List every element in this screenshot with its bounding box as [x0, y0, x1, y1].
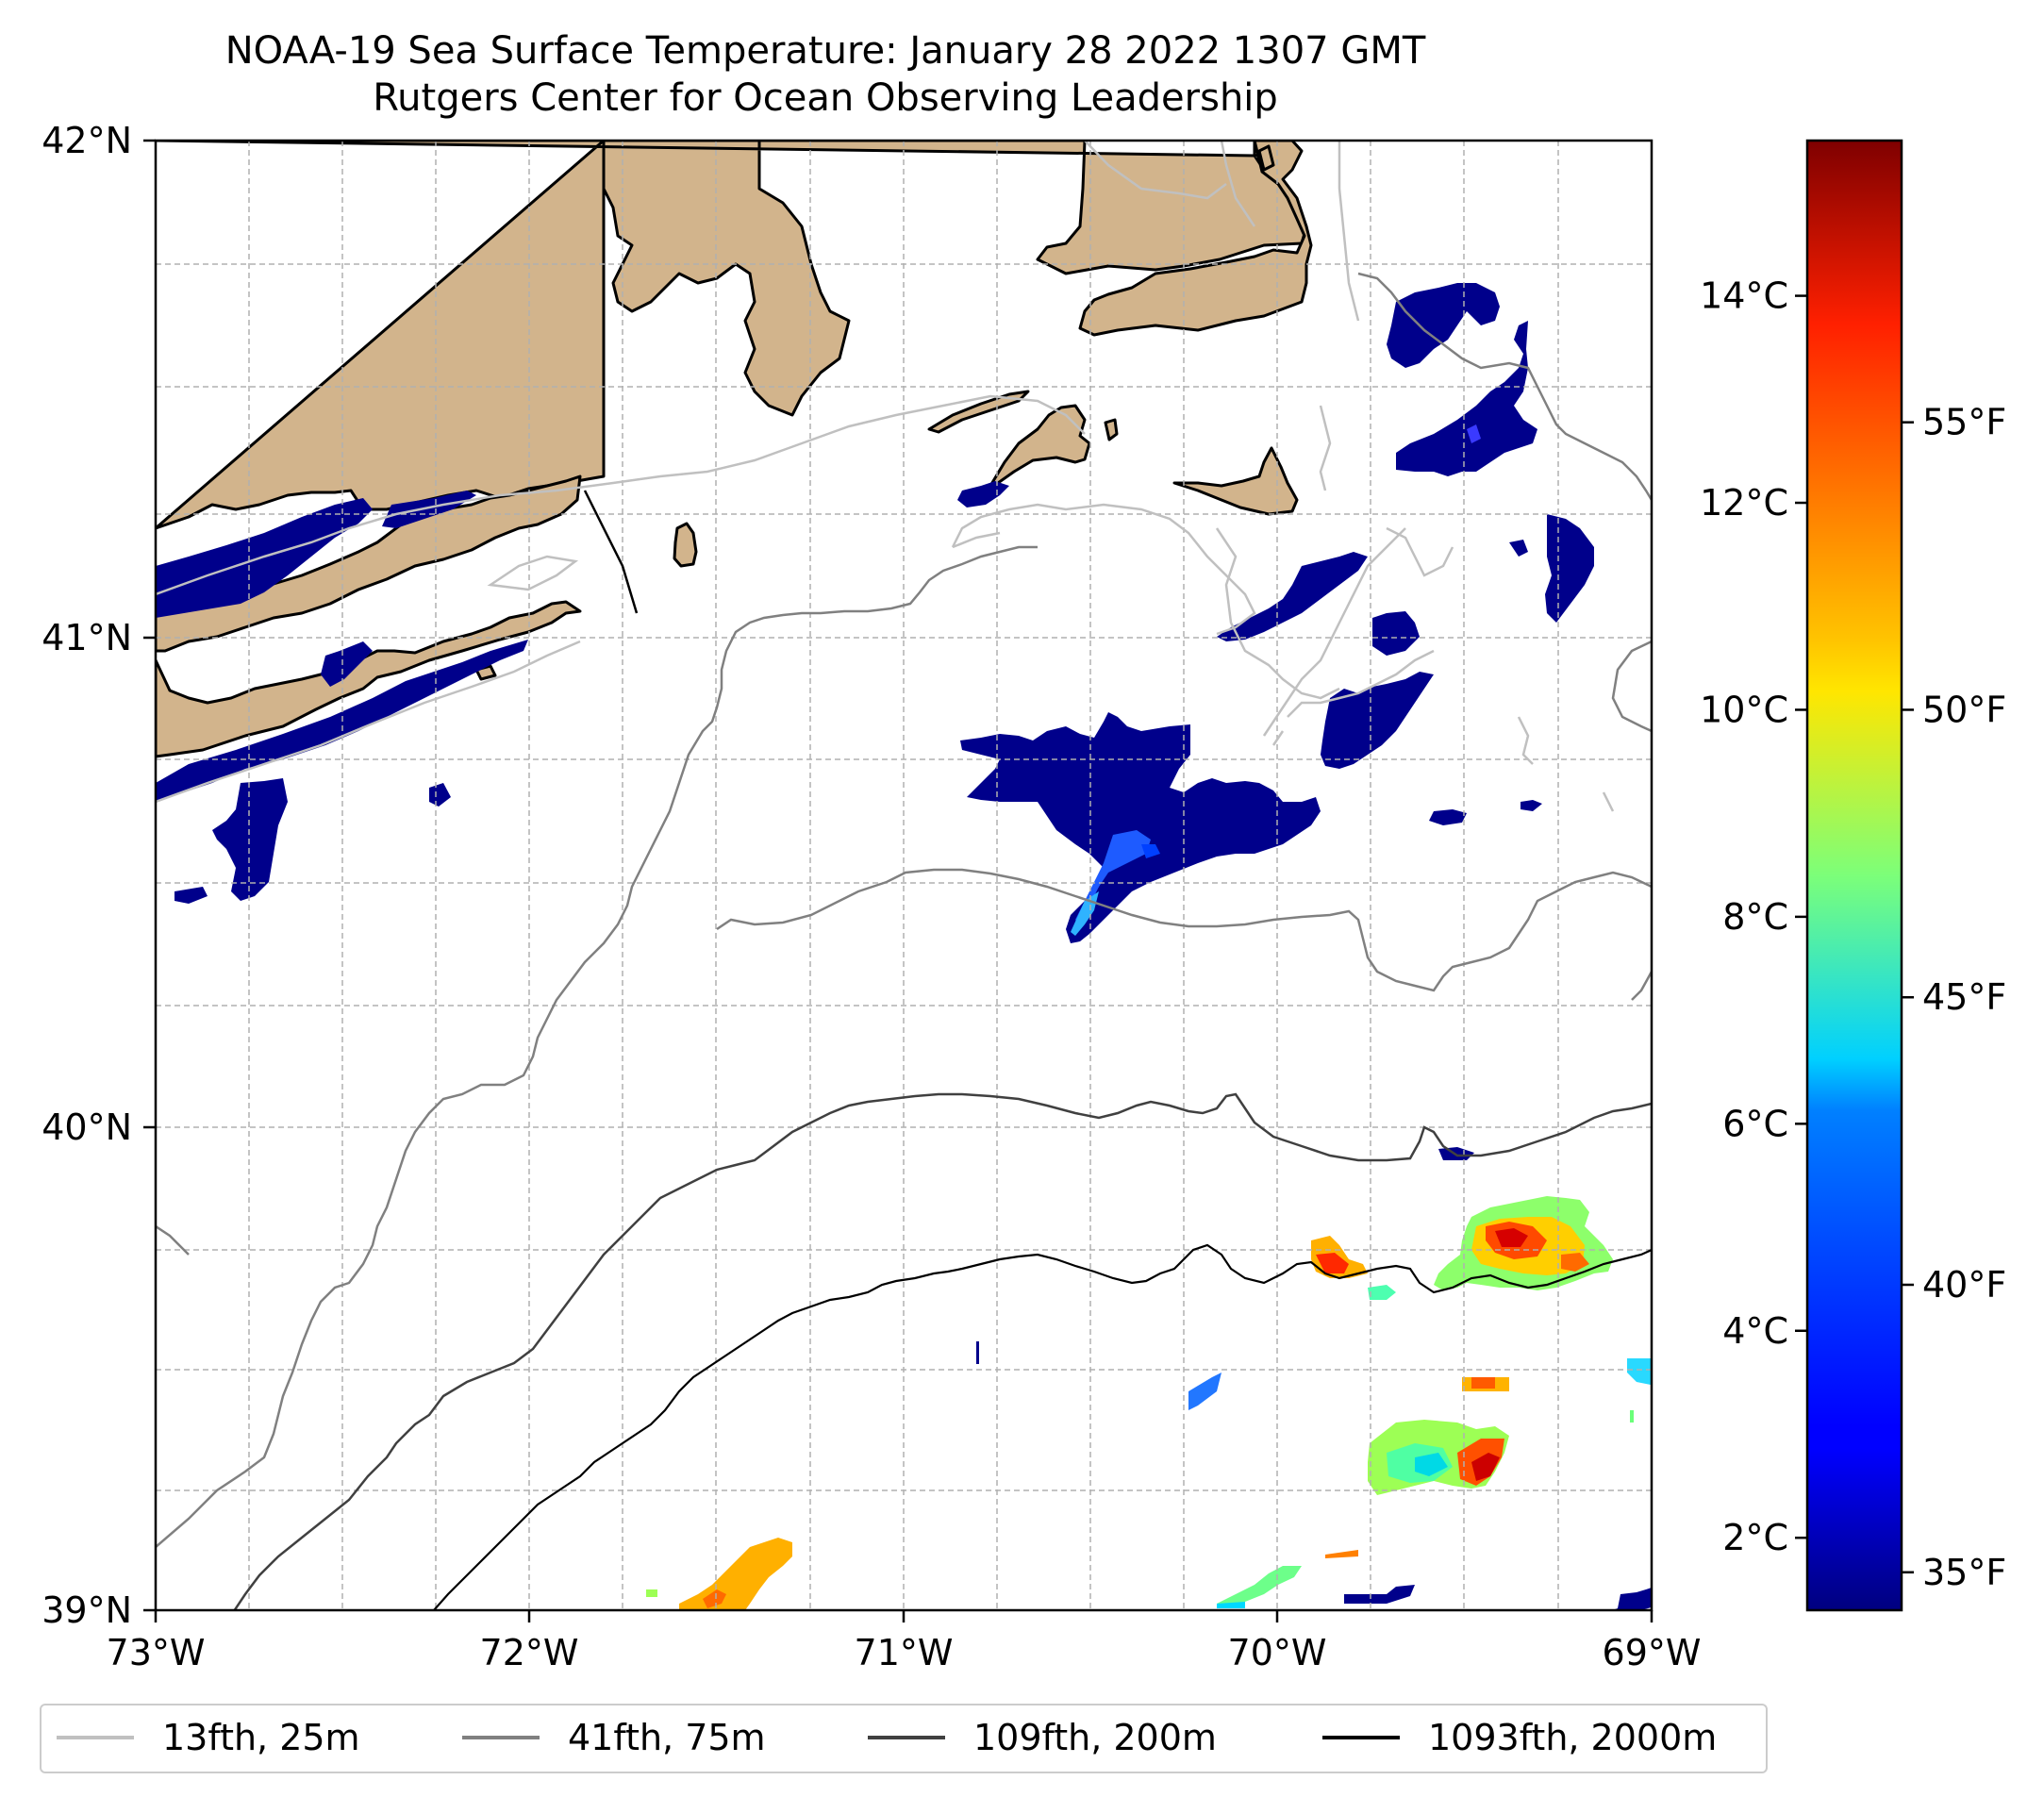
- land-connecticut-rhode-island-massachusetts: [156, 141, 1308, 530]
- isobath-25m: [156, 141, 1615, 812]
- legend-label: 41fth, 75m: [568, 1717, 766, 1758]
- colorbar-celsius-label: 6°C: [1722, 1103, 1788, 1144]
- land-long-island: [156, 474, 582, 758]
- isobath-200m: [233, 1092, 1652, 1610]
- isobath-75m: [156, 272, 1652, 1548]
- legend-swatch: [1322, 1736, 1400, 1739]
- legend-item-25m: 13fth, 25m: [57, 1717, 360, 1758]
- colorbar-celsius-label: 2°C: [1722, 1517, 1788, 1558]
- legend-item-2000m: 1093fth, 2000m: [1322, 1717, 1717, 1758]
- colorbar-fahrenheit-label: 45°F: [1922, 976, 2006, 1018]
- colorbar-celsius-label: 10°C: [1700, 689, 1788, 730]
- colorbar-fahrenheit-label: 55°F: [1922, 402, 2006, 443]
- chart-subtitle: Rutgers Center for Ocean Observing Leade…: [373, 76, 1278, 120]
- land-masses: [156, 141, 1313, 758]
- land-nantucket: [1172, 446, 1299, 516]
- colorbar-celsius-label: 12°C: [1700, 482, 1788, 524]
- x-tick-label: 71°W: [855, 1632, 954, 1673]
- gridlines: [156, 141, 1652, 1610]
- sst-warm-patches: [646, 1196, 1634, 1610]
- colorbar-celsius-label: 14°C: [1700, 275, 1788, 317]
- isobath-legend: 13fth, 25m 41fth, 75m 109fth, 200m 1093f…: [40, 1704, 1768, 1773]
- x-tick-label: 73°W: [107, 1632, 206, 1673]
- legend-label: 13fth, 25m: [162, 1717, 360, 1758]
- land-cape-cod: [1078, 141, 1313, 337]
- legend-swatch: [57, 1736, 134, 1739]
- colorbar-celsius-label: 4°C: [1722, 1310, 1788, 1352]
- colorbar-gradient: [1805, 139, 1903, 1612]
- legend-label: 1093fth, 2000m: [1428, 1717, 1718, 1758]
- legend-label: 109fth, 200m: [973, 1717, 1217, 1758]
- colorbar-fahrenheit-label: 50°F: [1922, 689, 2006, 730]
- land-fishers-island: [1104, 418, 1119, 441]
- colorbar-celsius-axis: 2°C 4°C 6°C 8°C 10°C 12°C 14°C: [1700, 275, 1807, 1558]
- y-tick-label: 42°N: [42, 120, 132, 161]
- x-tick-label: 69°W: [1603, 1632, 1702, 1673]
- colorbar-fahrenheit-label: 40°F: [1922, 1264, 2006, 1306]
- isobath-2000m: [433, 1243, 1652, 1610]
- legend-swatch: [868, 1736, 945, 1739]
- y-tick-label: 41°N: [42, 617, 132, 658]
- chart-title: NOAA-19 Sea Surface Temperature: January…: [224, 29, 1426, 73]
- land-elizabeth-islands: [927, 390, 1030, 434]
- land-marthas-vineyard: [989, 404, 1091, 488]
- x-tick-label: 70°W: [1228, 1632, 1327, 1673]
- legend-item-75m: 41fth, 75m: [462, 1717, 766, 1758]
- land-block-island: [673, 522, 698, 568]
- axis-ticks: [143, 139, 1653, 1622]
- state-border: [583, 490, 639, 614]
- y-tick-label: 39°N: [42, 1589, 132, 1631]
- legend-swatch: [462, 1736, 540, 1739]
- map-area: [156, 141, 1652, 1610]
- y-tick-label: 40°N: [42, 1106, 132, 1148]
- x-tick-label: 72°W: [480, 1632, 579, 1673]
- legend-item-200m: 109fth, 200m: [868, 1717, 1217, 1758]
- colorbar-fahrenheit-axis: 35°F 40°F 45°F 50°F 55°F: [1902, 402, 2006, 1593]
- colorbar-celsius-label: 8°C: [1722, 896, 1788, 938]
- colorbar-fahrenheit-label: 35°F: [1922, 1552, 2006, 1593]
